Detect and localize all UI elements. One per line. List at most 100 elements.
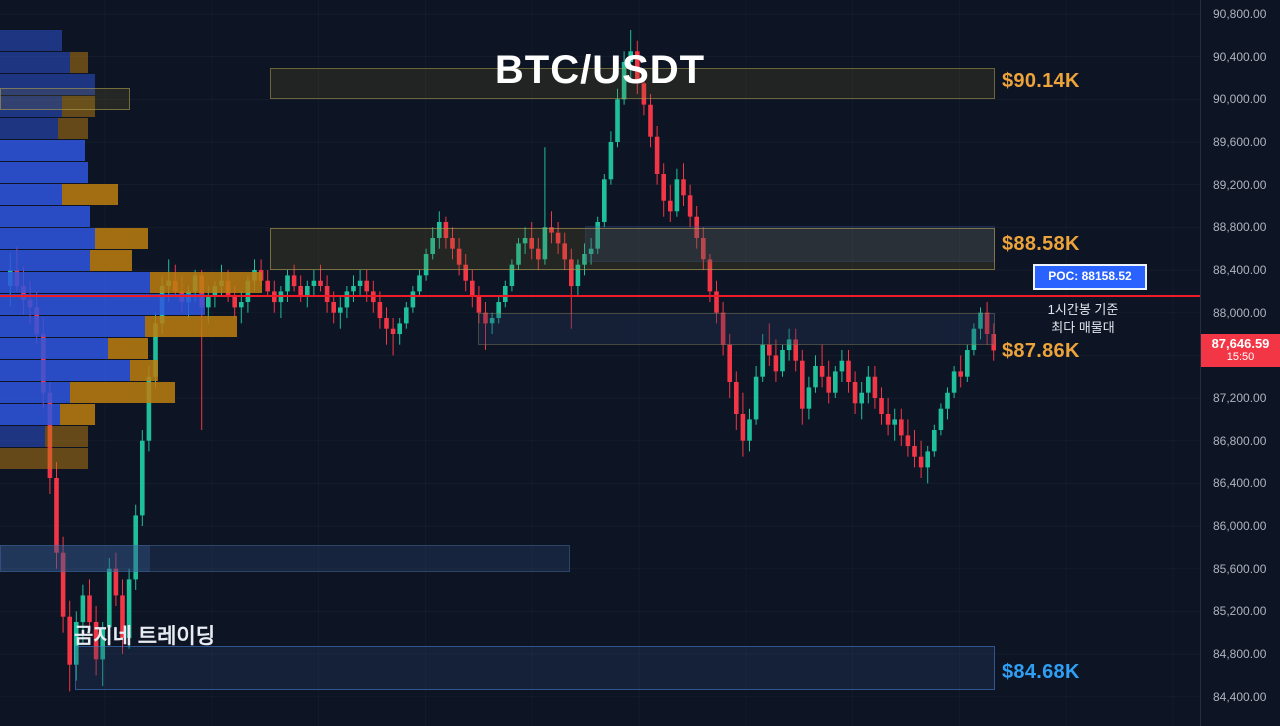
candles-layer: [8, 30, 996, 692]
price-axis-label: 86,000.00: [1213, 519, 1267, 533]
volume-profile-buy-bar: [0, 382, 70, 403]
candle: [575, 259, 581, 297]
candle: [351, 275, 356, 302]
candle: [602, 174, 607, 228]
zone-top-left: [0, 88, 130, 110]
candle: [899, 408, 904, 446]
candle: [67, 600, 72, 692]
poc-badge[interactable]: POC: 88158.52: [1033, 264, 1147, 290]
candle: [654, 126, 660, 185]
volume-profile-buy-bar: [0, 338, 108, 359]
candle: [555, 222, 561, 254]
volume-profile-buy-bar: [0, 404, 60, 425]
candle: [569, 248, 574, 329]
annotation-line-1: 1시간봉 기준: [1047, 302, 1119, 317]
price-axis-label: 88,800.00: [1213, 220, 1267, 234]
price-axis-label: 89,600.00: [1213, 135, 1267, 149]
volume-profile-sell-bar: [45, 426, 88, 447]
level-label: $90.14K: [1002, 70, 1080, 92]
price-axis-label: 84,800.00: [1213, 647, 1267, 661]
candle: [648, 94, 653, 148]
candle: [872, 366, 878, 409]
candle: [509, 259, 515, 292]
price-axis-label: 90,800.00: [1213, 7, 1267, 21]
candle: [951, 366, 957, 398]
volume-profile-row: [0, 52, 88, 73]
candle: [417, 270, 422, 297]
volume-profile-row: [0, 206, 90, 227]
candle: [489, 312, 495, 334]
candle: [701, 227, 706, 270]
candle: [806, 376, 812, 420]
candle: [54, 462, 59, 569]
annotation-line-2: 최다 매물대: [1051, 320, 1115, 335]
candle: [542, 147, 548, 265]
volume-profile-sell-bar: [0, 448, 88, 469]
watermark: 곰지네 트레이딩: [74, 625, 216, 648]
candle: [912, 430, 917, 468]
zone-90-14k: [270, 68, 995, 99]
last-price-badge: 87,646.59 15:50: [1201, 334, 1280, 367]
candle: [885, 398, 891, 436]
volume-profile-row: [0, 96, 95, 117]
poc-annotation: 1시간봉 기준 최다 매물대: [1013, 301, 1153, 337]
candle: [437, 211, 442, 249]
candle: [767, 323, 772, 366]
candle: [450, 227, 455, 260]
candle: [932, 424, 937, 457]
volume-profile-row: [0, 338, 148, 359]
candle: [100, 622, 105, 687]
candle: [562, 232, 567, 270]
candle: [852, 371, 858, 414]
candle: [793, 328, 798, 372]
candle: [588, 238, 594, 265]
volume-profile-sell-bar: [62, 184, 118, 205]
countdown-timer: 15:50: [1226, 351, 1255, 363]
volume-profile-row: [0, 294, 205, 315]
candle: [826, 360, 831, 404]
volume-profile-buy-bar: [0, 360, 130, 381]
candle: [476, 286, 482, 324]
candle: [87, 579, 92, 633]
candle: [674, 168, 680, 217]
candle: [846, 350, 851, 393]
candle: [404, 302, 409, 329]
zones-layer: [0, 68, 995, 690]
volume-profile-sell-bar: [58, 118, 88, 139]
volume-profile-buy-bar: [0, 206, 90, 227]
candle: [734, 371, 739, 430]
candle: [311, 270, 317, 297]
volume-profile-row: [0, 162, 88, 183]
volume-profile-buy-bar: [0, 118, 58, 139]
candle: [390, 318, 396, 356]
candle: [133, 504, 138, 590]
candle: [113, 552, 119, 606]
volume-profile-buy-bar: [0, 426, 45, 447]
candle: [819, 344, 825, 388]
candle: [780, 344, 785, 377]
volume-profile-sell-bar: [60, 404, 95, 425]
candle: [879, 387, 884, 425]
candle: [324, 275, 330, 313]
price-axis-label: 90,000.00: [1213, 92, 1267, 106]
candle: [753, 366, 759, 425]
volume-profile-sell-bar: [108, 338, 148, 359]
candle: [839, 350, 845, 382]
candle: [357, 270, 363, 297]
candle: [773, 339, 779, 382]
volume-profile-row: [0, 360, 158, 381]
candle: [120, 579, 125, 654]
candle: [800, 350, 805, 425]
candle: [621, 51, 627, 105]
candle: [608, 131, 614, 185]
zone-88-58k: [270, 228, 995, 270]
candle: [423, 248, 429, 281]
candle: [410, 286, 416, 313]
price-axis-label: 84,400.00: [1213, 690, 1267, 704]
candle: [984, 302, 990, 345]
candle: [925, 446, 930, 484]
candle: [470, 270, 475, 308]
candle: [377, 291, 383, 329]
candle: [978, 307, 983, 340]
